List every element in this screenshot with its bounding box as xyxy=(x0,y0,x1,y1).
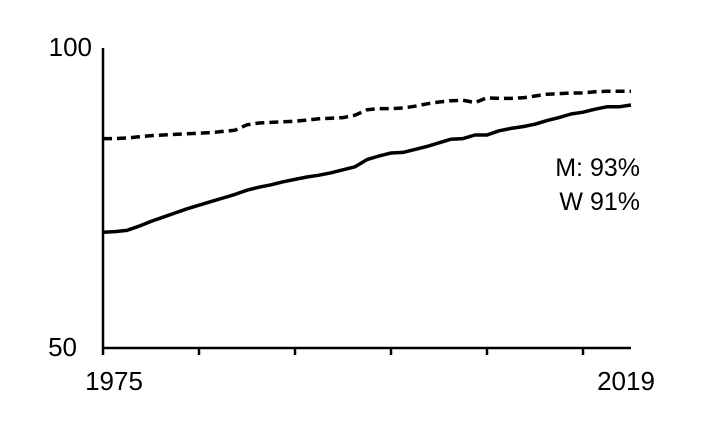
series-layer xyxy=(102,89,632,234)
annotation-men: M: 93% xyxy=(555,154,640,182)
series-line-dashed xyxy=(103,89,631,141)
x-tick-label-end: 2019 xyxy=(597,366,655,396)
x-ticks xyxy=(101,348,585,355)
x-tick-label-start: 1975 xyxy=(85,366,143,396)
series-line-solid xyxy=(102,103,632,234)
annotation-women: W 91% xyxy=(559,188,640,216)
y-tick-label-top: 100 xyxy=(49,32,92,62)
axes xyxy=(101,48,631,350)
y-tick-label-bottom: 50 xyxy=(48,332,77,362)
